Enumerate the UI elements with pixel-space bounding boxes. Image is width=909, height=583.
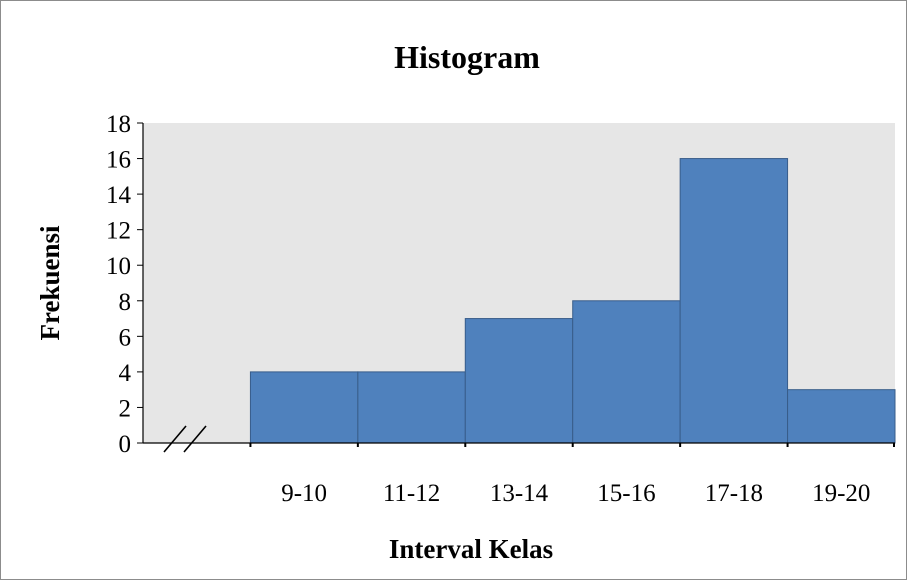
bars: [249, 158, 896, 444]
y-tick-label: 18: [106, 111, 131, 138]
x-category-label: 13-14: [490, 480, 549, 507]
x-category-label: 19-20: [812, 480, 870, 507]
histogram-bar: [679, 158, 789, 444]
y-tick-label: 4: [119, 360, 132, 387]
y-axis-title: Frekuensi: [35, 225, 65, 341]
histogram-bar: [249, 371, 359, 444]
y-tick-label: 6: [119, 324, 132, 351]
histogram-bar: [787, 389, 896, 444]
x-category-label: 9-10: [281, 480, 327, 507]
x-category-label: 17-18: [705, 480, 763, 507]
y-tick-label: 2: [119, 395, 132, 422]
y-tick-label: 10: [106, 253, 131, 280]
x-axis-ticks: [249, 443, 895, 447]
y-tick-label: 8: [119, 289, 132, 316]
histogram-bar: [572, 300, 681, 444]
axis-break-mark: [163, 425, 207, 453]
y-axis-ticks: 0 2 4 6 8 10 12 14 16 18: [106, 111, 143, 458]
y-tick-label: 16: [106, 147, 131, 174]
x-category-label: 11-12: [383, 480, 440, 507]
chart-title: Histogram: [394, 39, 540, 75]
histogram-bar: [357, 371, 466, 444]
histogram-bar: [464, 318, 574, 444]
y-tick-label: 14: [106, 182, 132, 209]
x-category-label: 15-16: [597, 480, 655, 507]
y-tick-label: 0: [119, 431, 132, 458]
x-axis-title: Interval Kelas: [389, 534, 553, 564]
x-axis-labels: 9-10 11-12 13-14 15-16 17-18 19-20: [281, 480, 870, 507]
y-tick-label: 12: [106, 218, 131, 245]
